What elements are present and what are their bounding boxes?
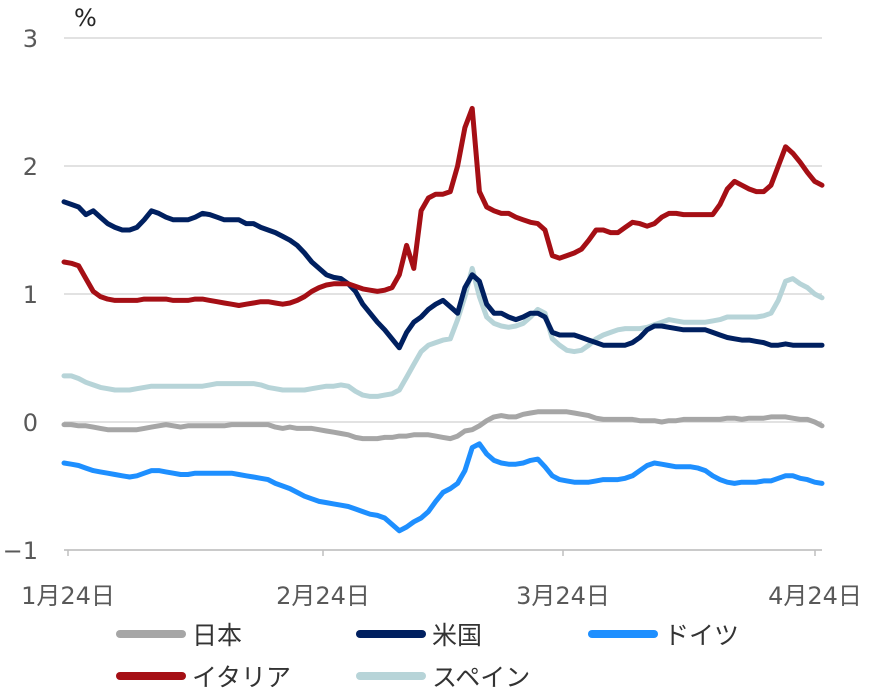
legend-item-italy: イタリア (116, 656, 291, 696)
legend-item-germany: ドイツ (588, 614, 739, 654)
x-axis-ticks: 1月24日 2月24日 3月24日 4月24日 (21, 550, 862, 610)
x-tick-label: 2月24日 (276, 582, 370, 610)
legend-item-japan: 日本 (116, 614, 242, 654)
series-lines (61, 105, 825, 534)
line-chart: % 3 2 1 0 −1 1月24日 2月24日 3月24日 4月24日 (3, 4, 862, 610)
y-tick-label: 3 (23, 25, 38, 53)
legend-swatch-italy (116, 672, 186, 680)
legend-item-spain: スペイン (356, 656, 530, 696)
legend-label-spain: スペイン (432, 663, 531, 692)
y-axis-ticks: 3 2 1 0 −1 (3, 25, 38, 565)
legend-label-japan: 日本 (192, 621, 243, 650)
legend-label-usa: 米国 (432, 621, 483, 650)
legend-label-italy: イタリア (192, 663, 292, 692)
x-tick-label: 4月24日 (768, 582, 862, 610)
x-tick-label: 3月24日 (516, 582, 610, 610)
legend-swatch-germany (588, 630, 658, 638)
legend-swatch-usa (356, 630, 426, 638)
gridlines (64, 37, 822, 551)
x-tick-label: 1月24日 (21, 582, 115, 610)
series-line-0 (61, 409, 825, 442)
series-line-3 (61, 105, 825, 308)
y-tick-label: −1 (3, 537, 38, 565)
legend-label-germany: ドイツ (664, 621, 740, 650)
series-line-4 (61, 265, 825, 399)
y-tick-label: 2 (23, 153, 38, 181)
unit-label: % (74, 4, 97, 32)
legend-swatch-spain (356, 672, 426, 680)
legend: 日本 米国 ドイツ イタリア スペイン (0, 612, 877, 695)
legend-swatch-japan (116, 630, 186, 638)
y-tick-label: 0 (23, 409, 38, 437)
y-tick-label: 1 (23, 281, 38, 309)
legend-item-usa: 米国 (356, 614, 482, 654)
series-line-1 (61, 199, 825, 351)
series-line-2 (61, 441, 825, 534)
